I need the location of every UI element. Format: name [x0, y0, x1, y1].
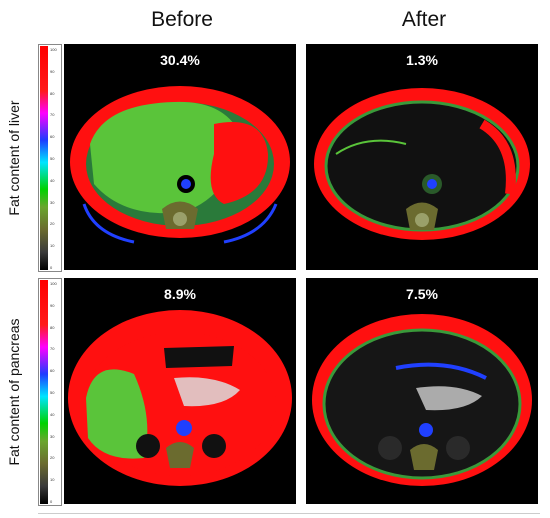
colorbar-tick-label: 80 — [50, 324, 55, 330]
colorbar-tick-label: 70 — [50, 112, 55, 118]
colorbar-tick-label: 40 — [50, 177, 55, 183]
colorbar-tick-label: 10 — [50, 477, 55, 483]
mri-panel-liver-after: 1.3% — [306, 44, 538, 270]
divider — [38, 513, 540, 514]
colorbar-tick-label: 20 — [50, 455, 55, 461]
fat-percent-pancreas-after: 7.5% — [406, 286, 438, 302]
colorbar-tick-label: 50 — [50, 156, 55, 161]
fat-percent-liver-before: 30.4% — [160, 52, 200, 68]
colorbar-tick-label: 70 — [50, 346, 55, 352]
row-label-pancreas: Fat content of pancreas — [6, 318, 22, 466]
colorbar-tick-label: 80 — [50, 90, 55, 96]
mri-panel-pancreas-after: 7.5% — [306, 278, 538, 504]
colorbar-tick-label: 10 — [50, 243, 55, 249]
mri-panel-liver-before: 30.4% — [64, 44, 296, 270]
colorbar-tick-label: 90 — [50, 302, 55, 308]
colorbar-tick-label: 100 — [50, 47, 57, 52]
colorbar-tick-label: 30 — [50, 199, 55, 205]
colorbar-tick-label: 90 — [50, 68, 55, 74]
mri-panel-pancreas-before: 8.9% — [64, 278, 296, 504]
pancreas-before-scan — [68, 310, 292, 486]
column-header-before: Before — [151, 8, 213, 31]
colorbar-tick-label: 60 — [50, 368, 55, 374]
fat-percent-liver-after: 1.3% — [406, 52, 438, 68]
liver-before-scan — [70, 86, 290, 244]
colorbar-tick-label: 60 — [50, 134, 55, 140]
colorbar-tick-label: 0 — [50, 499, 53, 504]
colorbar-tick-label: 20 — [50, 221, 55, 227]
colorbar-tick-label: 0 — [50, 265, 53, 270]
colorbar-liver: 100 90 80 70 60 50 40 30 20 10 0 — [38, 44, 62, 272]
fat-percent-pancreas-before: 8.9% — [164, 286, 196, 302]
colorbar-tick-label: 30 — [50, 433, 55, 439]
row-label-liver: Fat content of liver — [6, 100, 22, 216]
pancreas-after-scan — [312, 314, 532, 486]
column-header-after: After — [401, 8, 447, 31]
colorbar-tick-label: 50 — [50, 390, 55, 395]
colorbar-pancreas: 100 90 80 70 60 50 40 30 20 10 0 — [38, 278, 62, 506]
colorbar-tick-label: 100 — [50, 281, 57, 286]
liver-after-scan — [314, 88, 530, 240]
colorbar-tick-label: 40 — [50, 411, 55, 417]
